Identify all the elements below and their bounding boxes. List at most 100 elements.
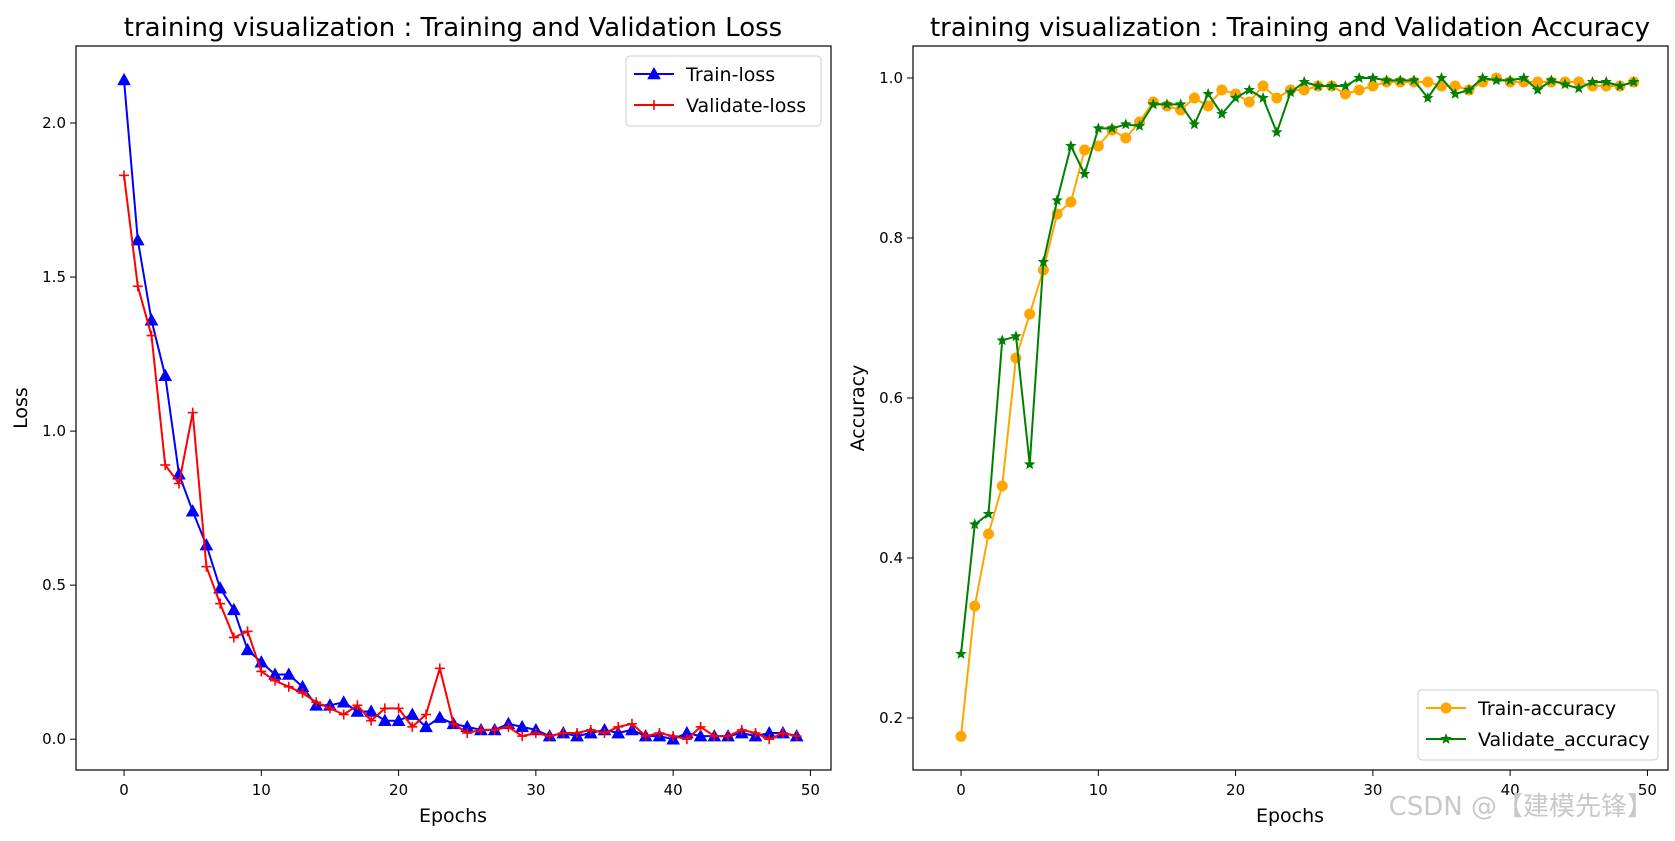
legend-label: Validate-loss <box>686 95 806 117</box>
accuracy-chart-axes-frame <box>912 45 1669 771</box>
data-point <box>503 721 514 732</box>
data-point <box>1312 80 1324 91</box>
data-point <box>1188 92 1200 104</box>
data-point <box>1284 86 1297 98</box>
series-validate-accuracy <box>955 72 1640 659</box>
data-point <box>1339 80 1352 91</box>
data-point <box>1175 98 1187 110</box>
data-point <box>352 700 363 711</box>
data-point <box>625 722 639 736</box>
legend-item: Train-accuracy <box>1426 698 1616 720</box>
data-point <box>407 721 418 732</box>
data-point <box>1394 74 1406 86</box>
data-point <box>1367 80 1379 92</box>
loss-chart-ylabel: Loss <box>10 387 32 429</box>
data-point <box>185 504 200 517</box>
y-tick-label: 2.0 <box>42 114 66 132</box>
data-point <box>723 731 734 742</box>
data-point <box>1133 120 1146 131</box>
data-point <box>1422 92 1434 103</box>
x-tick-label: 40 <box>1501 781 1520 799</box>
data-point <box>1353 84 1365 96</box>
data-point <box>1216 108 1228 119</box>
data-point <box>462 728 473 739</box>
data-point <box>764 734 775 745</box>
data-point <box>1188 118 1201 130</box>
data-point <box>1147 98 1159 110</box>
x-tick-label: 50 <box>801 781 820 799</box>
data-point <box>1161 98 1173 110</box>
data-point <box>695 721 706 732</box>
data-point <box>709 731 720 742</box>
data-point <box>544 731 555 742</box>
legend-item: Validate_accuracy <box>1426 729 1650 751</box>
data-point <box>1532 76 1544 88</box>
legend-label: Train-loss <box>685 64 775 86</box>
data-point <box>213 581 227 594</box>
x-tick-label: 0 <box>119 781 129 799</box>
y-tick-label: 1.0 <box>42 422 66 440</box>
data-point <box>119 170 130 181</box>
series-line <box>123 79 797 741</box>
data-point <box>1435 72 1448 83</box>
data-point <box>693 729 708 742</box>
series-validate-loss <box>119 170 802 745</box>
data-point <box>668 731 679 742</box>
legend-item: Train-loss <box>634 64 775 86</box>
data-point <box>640 731 651 742</box>
series-train-loss <box>117 72 804 745</box>
loss-chart-ticks: 0 10 20 30 40 50 0.0 0.5 1.0 1.5 2.0 <box>42 114 820 799</box>
data-point <box>228 632 239 643</box>
series-line <box>960 77 1634 655</box>
data-point <box>1298 84 1310 96</box>
x-tick-label: 10 <box>252 781 271 799</box>
data-point <box>1106 122 1118 134</box>
y-tick-label: 0.2 <box>879 709 903 727</box>
data-point <box>1065 140 1077 151</box>
data-point <box>419 719 433 733</box>
data-point <box>654 728 665 739</box>
data-point <box>777 728 788 739</box>
data-point <box>405 707 420 720</box>
data-point <box>1422 76 1434 88</box>
data-point <box>1216 84 1228 96</box>
legend-marker <box>1440 702 1452 714</box>
data-point <box>240 642 255 656</box>
x-tick-label: 50 <box>1638 781 1657 799</box>
data-point <box>1628 76 1640 87</box>
data-point <box>1504 74 1516 86</box>
legend-marker <box>649 100 659 110</box>
y-tick-label: 0.4 <box>879 549 903 567</box>
data-point <box>1326 80 1338 91</box>
data-point <box>1271 126 1283 138</box>
data-point <box>626 718 637 729</box>
data-point <box>1120 118 1132 130</box>
data-point <box>421 709 432 720</box>
data-point <box>1271 92 1283 104</box>
data-point <box>391 713 406 727</box>
data-point <box>1257 92 1269 103</box>
data-point <box>572 728 583 739</box>
y-tick-label: 0.6 <box>879 389 903 407</box>
x-tick-label: 20 <box>389 781 408 799</box>
data-point <box>1298 76 1310 87</box>
data-point <box>1078 168 1091 179</box>
loss-chart-title: training visualization : Training and Va… <box>124 13 782 43</box>
data-point <box>281 667 296 680</box>
data-point <box>1408 74 1420 86</box>
data-point <box>201 561 212 572</box>
data-point <box>530 728 541 739</box>
data-point <box>146 330 157 341</box>
data-point <box>750 728 761 739</box>
data-point <box>434 663 445 674</box>
data-point <box>1024 458 1036 470</box>
data-point <box>448 718 459 729</box>
data-point <box>350 704 365 717</box>
data-point <box>489 724 500 735</box>
data-point <box>1257 80 1269 92</box>
data-point <box>1010 330 1022 342</box>
data-point <box>1449 88 1461 99</box>
y-tick-label: 1.5 <box>42 268 66 286</box>
accuracy-chart-ticks: 0 10 20 30 40 50 0.2 0.4 0.6 0.8 1.0 <box>879 69 1657 799</box>
